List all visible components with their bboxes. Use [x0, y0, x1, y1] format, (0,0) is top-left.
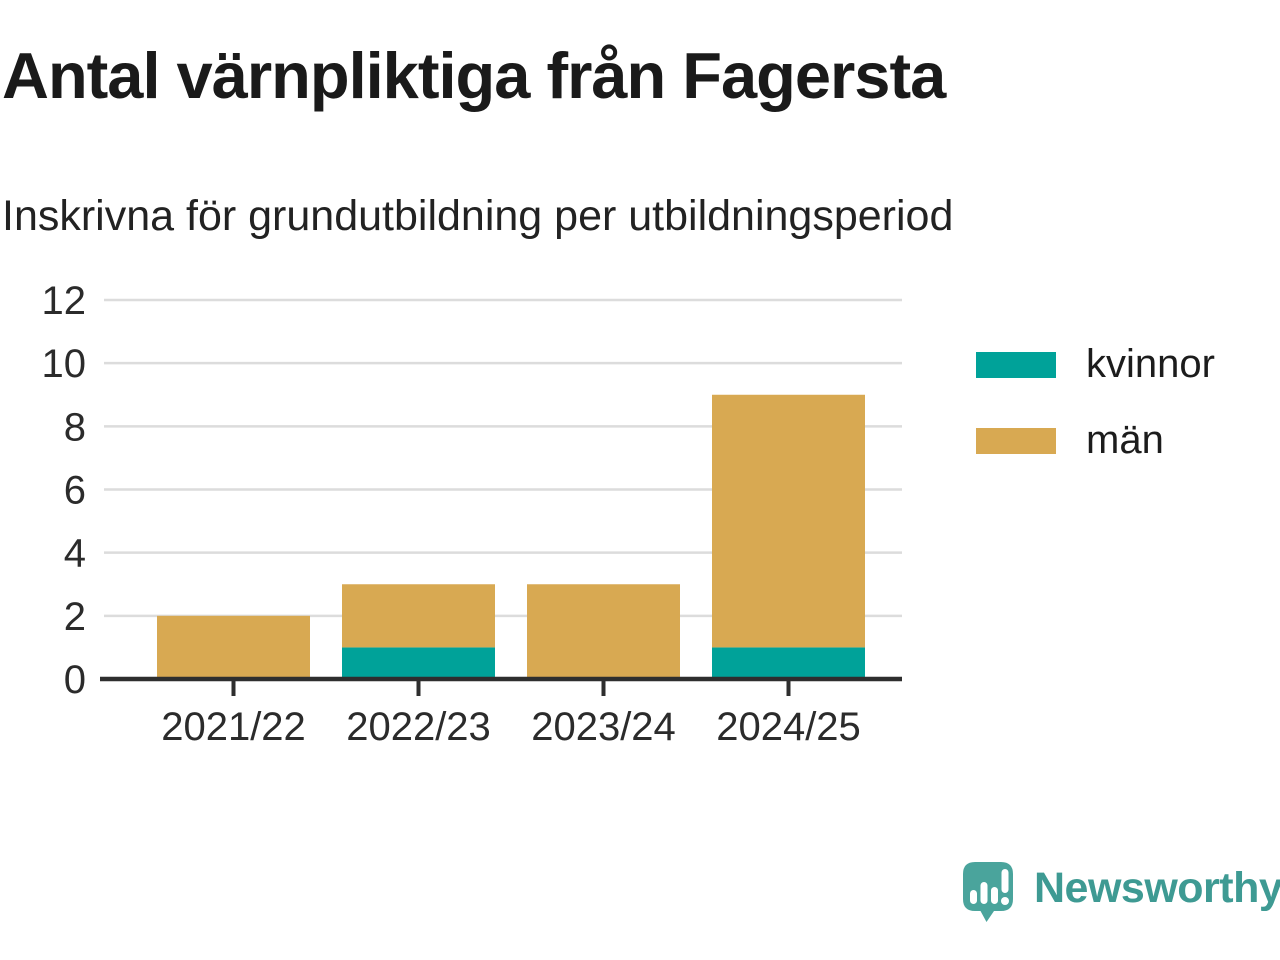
y-tick-label-10: 10	[42, 342, 87, 386]
bar-segment-män-2023/24	[527, 584, 680, 679]
x-tick-label-2023/24: 2023/24	[531, 705, 676, 749]
speech-bubble-bar-chart-icon	[963, 862, 1013, 922]
chart-subtitle: Inskrivna för grundutbildning per utbild…	[2, 192, 954, 240]
y-tick-label-4: 4	[64, 532, 86, 576]
bar-chart-plot: 2021/22 2022/23 2023/24 2024/25 0 2 4 6 8 10 12	[42, 279, 902, 749]
legend-label-män: män	[1086, 418, 1164, 462]
y-tick-label-12: 12	[42, 279, 87, 323]
y-tick-label-0: 0	[64, 658, 86, 702]
chart-legend: kvinnor män	[976, 342, 1215, 494]
x-tick-label-2021/22: 2021/22	[161, 705, 306, 749]
bar-segment-kvinnor-2024/25	[712, 647, 865, 679]
logo-bars	[970, 869, 1009, 905]
y-tick-label-8: 8	[64, 405, 86, 449]
legend-item-män: män	[976, 418, 1215, 463]
chart-title: Antal värnpliktiga från Fagersta	[2, 39, 946, 112]
legend-swatch-kvinnor	[976, 351, 1056, 378]
legend-swatch-män	[976, 427, 1056, 454]
legend-label-kvinnor: kvinnor	[1086, 342, 1215, 386]
legend-item-kvinnor: kvinnor	[976, 342, 1215, 387]
bar-segment-män-2022/23	[342, 584, 495, 648]
y-tick-label-6: 6	[64, 469, 86, 513]
logo-bubble	[963, 862, 1013, 922]
x-tick-label-2022/23: 2022/23	[346, 705, 491, 749]
bar-segment-män-2021/22	[157, 615, 310, 679]
newsworthy-branding: Newsworthy	[961, 860, 1280, 924]
newsworthy-wordmark: Newsworthy	[1034, 864, 1280, 912]
x-tick-label-2024/25: 2024/25	[716, 705, 861, 749]
bar-segment-kvinnor-2022/23	[342, 647, 495, 679]
y-tick-label-2: 2	[64, 595, 86, 639]
bar-segment-män-2024/25	[712, 394, 865, 648]
